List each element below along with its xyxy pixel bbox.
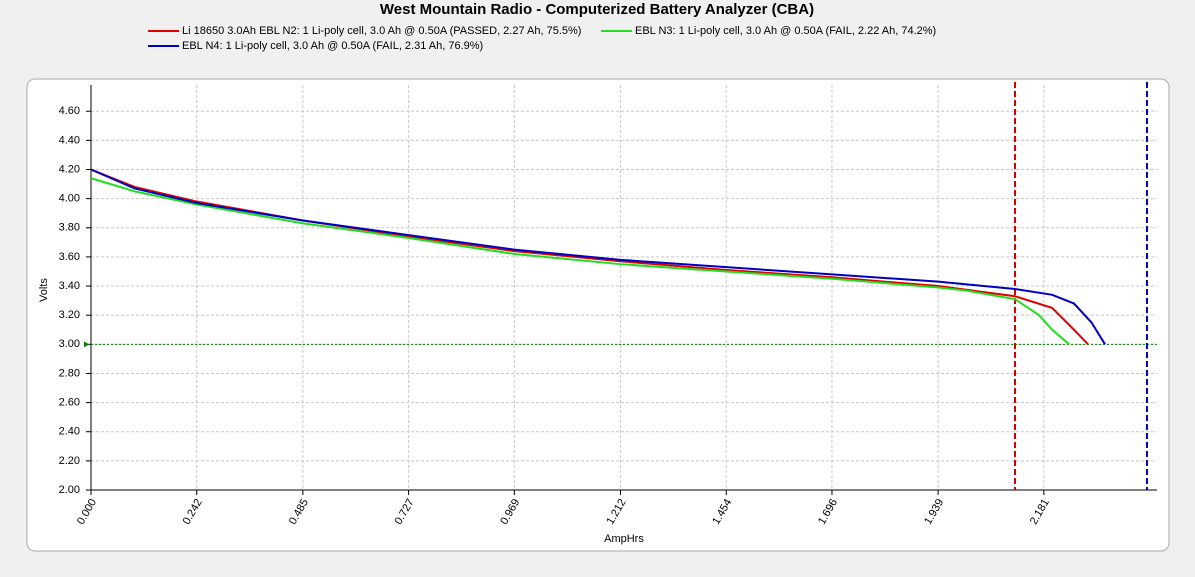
y-tick-label: 4.20 [59, 163, 80, 175]
y-tick-label: 2.20 [59, 455, 80, 467]
threshold-arrow [84, 341, 89, 348]
y-tick-label: 3.60 [59, 251, 80, 263]
y-tick-label: 4.40 [59, 134, 80, 146]
series-line [90, 168, 1106, 345]
series-line [90, 177, 1070, 346]
chart-title: West Mountain Radio - Computerized Batte… [380, 1, 814, 18]
legend-label: Li 18650 3.0Ah EBL N2: 1 Li-poly cell, 3… [182, 25, 581, 37]
y-tick-label: 3.20 [59, 309, 80, 321]
y-tick-label: 3.00 [59, 338, 80, 350]
series-line [90, 168, 1089, 346]
y-axis-label: Volts [38, 278, 50, 302]
x-axis-label: AmpHrs [604, 533, 644, 545]
y-tick-label: 2.80 [59, 367, 80, 379]
y-tick-label: 2.60 [59, 396, 80, 408]
y-tick-label: 3.40 [59, 280, 80, 292]
y-tick-label: 4.00 [59, 193, 80, 205]
legend-label: EBL N3: 1 Li-poly cell, 3.0 Ah @ 0.50A (… [635, 25, 936, 37]
y-tick-label: 3.80 [59, 222, 80, 234]
legend-label: EBL N4: 1 Li-poly cell, 3.0 Ah @ 0.50A (… [182, 40, 483, 52]
y-tick-label: 2.00 [59, 484, 80, 496]
y-tick-label: 2.40 [59, 426, 80, 438]
y-tick-label: 4.60 [59, 105, 80, 117]
